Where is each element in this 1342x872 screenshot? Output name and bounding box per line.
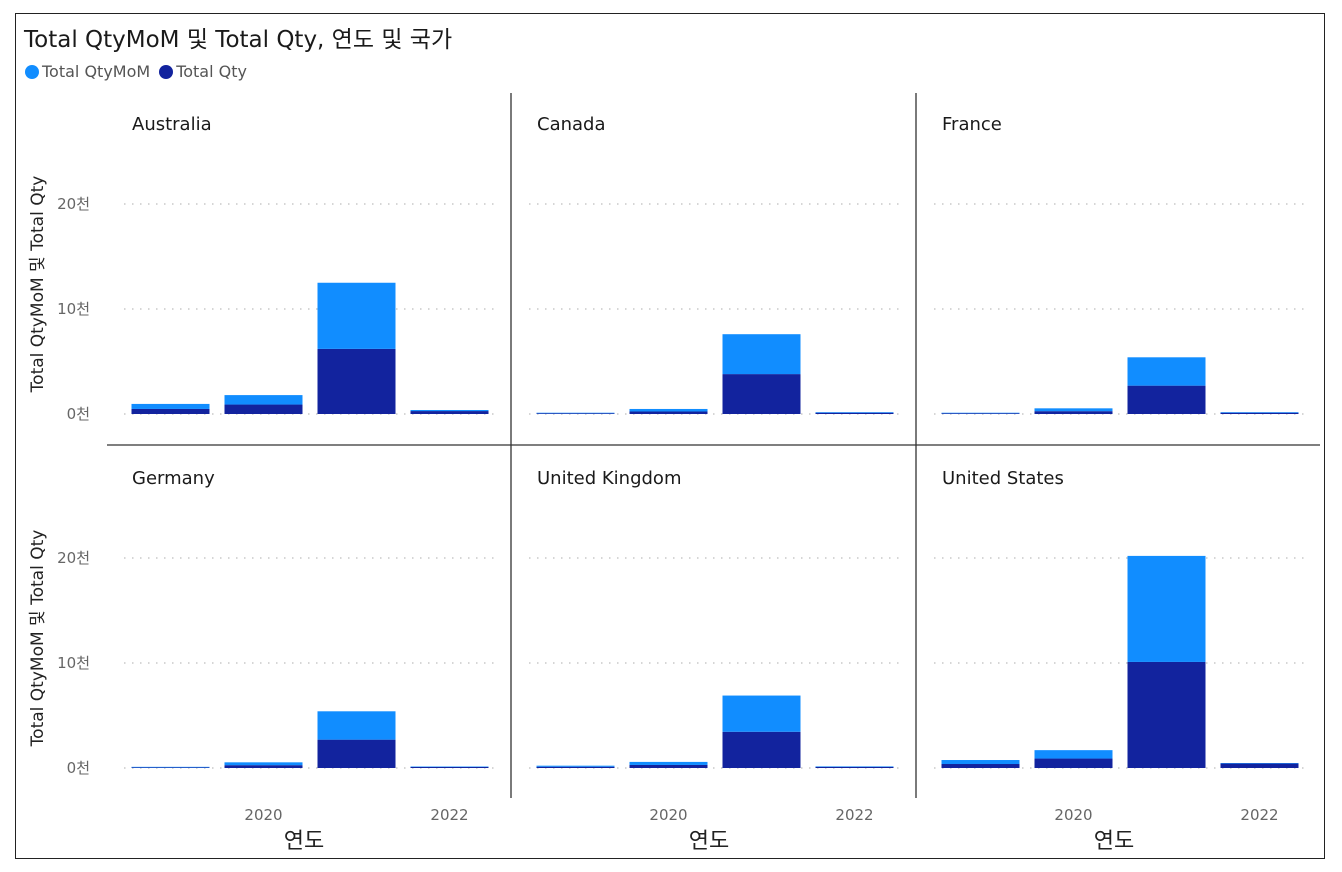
bar-total-qty-france-2022: [1220, 412, 1299, 414]
bar-total-qty-australia-2021: [317, 348, 396, 414]
bar-total-qty-france-2020: [1034, 411, 1113, 414]
x-tick-label-col1-2020: 2020: [244, 806, 282, 824]
bar-total-qty-united-states-2019: [941, 764, 1020, 768]
y-axis-title-row2: Total QtyMoM 및 Total Qty: [28, 530, 48, 748]
panel-title-france: France: [942, 114, 1002, 135]
bar-total-qtymom-germany-2020: [224, 762, 303, 766]
legend-marker-total-qty: [159, 64, 174, 79]
bar-total-qty-united-states-2022: [1220, 763, 1299, 768]
bar-total-qtymom-united-kingdom-2021: [722, 695, 801, 732]
bar-total-qty-australia-2022: [410, 411, 489, 414]
bar-total-qty-germany-2019: [131, 767, 210, 768]
bar-total-qtymom-australia-2021: [317, 282, 396, 349]
y-axis-title-row1: Total QtyMoM 및 Total Qty: [28, 176, 48, 394]
x-tick-label-col1-2022: 2022: [430, 806, 468, 824]
bar-total-qty-canada-2020: [629, 411, 708, 414]
bar-total-qtymom-united-states-2019: [941, 760, 1020, 765]
bar-total-qtymom-france-2021: [1127, 357, 1206, 386]
bar-total-qty-germany-2020: [224, 765, 303, 768]
y-tick-label-row1-20000: 20천: [57, 195, 90, 213]
legend-label-total-qty: Total Qty: [176, 62, 247, 81]
bar-total-qty-canada-2021: [722, 374, 801, 414]
bar-total-qtymom-united-states-2020: [1034, 750, 1113, 759]
bar-total-qtymom-australia-2022: [410, 410, 489, 412]
bar-total-qty-australia-2020: [224, 404, 303, 414]
x-axis-title-col1: 연도: [284, 829, 324, 854]
bar-total-qtymom-united-kingdom-2019: [536, 765, 615, 767]
x-tick-label-col2-2022: 2022: [835, 806, 873, 824]
bar-total-qty-united-kingdom-2020: [629, 764, 708, 768]
x-tick-label-col2-2020: 2020: [649, 806, 687, 824]
bar-total-qtymom-france-2022: [1220, 412, 1299, 413]
y-tick-label-row2-0: 0천: [67, 759, 90, 777]
bar-total-qtymom-france-2020: [1034, 408, 1113, 412]
bar-total-qtymom-united-kingdom-2022: [815, 766, 894, 767]
bar-total-qtymom-germany-2021: [317, 711, 396, 740]
bar-total-qty-canada-2019: [536, 413, 615, 414]
x-axis-title-col3: 연도: [1094, 829, 1134, 854]
bar-total-qtymom-united-states-2022: [1220, 763, 1299, 764]
panel-title-united-kingdom: United Kingdom: [537, 468, 681, 489]
bar-total-qty-germany-2021: [317, 739, 396, 768]
bar-total-qtymom-canada-2020: [629, 408, 708, 412]
bar-total-qtymom-canada-2021: [722, 334, 801, 375]
legend: Total QtyMoM Total Qty: [25, 62, 256, 81]
bar-total-qty-australia-2019: [131, 408, 210, 414]
bar-total-qtymom-canada-2022: [815, 412, 894, 413]
legend-label-total-qtymom: Total QtyMoM: [42, 62, 151, 81]
bar-total-qty-france-2019: [941, 413, 1020, 414]
bar-total-qty-united-states-2021: [1127, 661, 1206, 768]
panel-title-united-states: United States: [942, 468, 1064, 489]
bar-total-qtymom-germany-2022: [410, 766, 489, 768]
bar-total-qty-canada-2022: [815, 412, 894, 414]
bar-total-qtymom-australia-2019: [131, 403, 210, 409]
y-tick-label-row2-10000: 10천: [57, 654, 90, 672]
bar-total-qtymom-canada-2019: [536, 412, 615, 414]
bar-total-qty-united-states-2020: [1034, 758, 1113, 768]
bar-total-qty-united-kingdom-2019: [536, 766, 615, 768]
legend-item-total-qtymom[interactable]: Total QtyMoM: [25, 62, 150, 81]
bar-total-qty-united-kingdom-2021: [722, 731, 801, 768]
chart-title: Total QtyMoM 및 Total Qty, 연도 및 국가: [24, 27, 453, 53]
panel-title-australia: Australia: [132, 114, 212, 135]
panel-title-canada: Canada: [537, 114, 606, 135]
panel-title-germany: Germany: [132, 468, 215, 489]
legend-item-total-qty[interactable]: Total Qty: [159, 62, 247, 81]
y-tick-label-row1-0: 0천: [67, 405, 90, 423]
bar-total-qtymom-united-states-2021: [1127, 555, 1206, 662]
x-axis-title-col2: 연도: [689, 829, 729, 854]
bar-total-qty-united-kingdom-2022: [815, 766, 894, 768]
y-tick-label-row2-20000: 20천: [57, 549, 90, 567]
bar-total-qty-germany-2022: [410, 766, 489, 768]
bar-total-qty-france-2021: [1127, 385, 1206, 414]
x-tick-label-col3-2020: 2020: [1054, 806, 1092, 824]
bar-total-qtymom-germany-2019: [131, 766, 210, 768]
legend-marker-total-qtymom: [25, 64, 39, 79]
bar-total-qtymom-australia-2020: [224, 395, 303, 405]
bar-total-qtymom-united-kingdom-2020: [629, 761, 708, 765]
bar-total-qtymom-france-2019: [941, 412, 1020, 414]
x-tick-label-col3-2022: 2022: [1240, 806, 1278, 824]
chart-frame: [15, 13, 1325, 859]
y-tick-label-row1-10000: 10천: [57, 300, 90, 318]
